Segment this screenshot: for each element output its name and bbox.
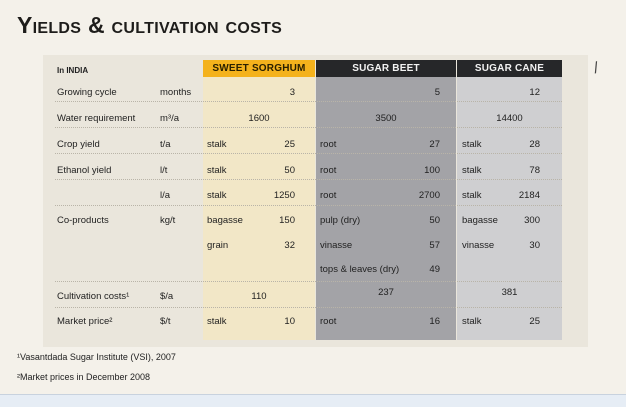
value-cane-growing-cycle: 12 [529, 87, 540, 98]
sub-sorghum-coproducts-2: grain [207, 240, 229, 251]
sub-cane-crop-yield: stalk [462, 139, 482, 150]
value-beet-water: 3500 [375, 113, 397, 124]
row-label-coproducts: Co-products [57, 215, 109, 226]
sub-cane-coproducts: bagasse [462, 215, 498, 226]
region-label: In INDIA [57, 66, 89, 75]
value-sorghum-ethanol-per-area: 1250 [273, 190, 295, 201]
sub-beet-ethanol-yield: root [320, 165, 337, 176]
value-beet-coproducts: 50 [429, 215, 440, 226]
row-divider [55, 307, 562, 308]
value-beet-crop-yield: 27 [429, 139, 440, 150]
value-beet-ethanol-per-area: 2700 [418, 190, 440, 201]
value-cane-ethanol-per-area: 2184 [518, 190, 540, 201]
sub-sorghum-crop-yield: stalk [207, 139, 227, 150]
value-sorghum-growing-cycle: 3 [289, 87, 295, 98]
row-label-crop-yield: Crop yield [57, 139, 100, 150]
sub-beet-crop-yield: root [320, 139, 337, 150]
value-sorghum-water: 1600 [248, 113, 270, 124]
value-sorghum-coproducts-2: 32 [284, 240, 295, 251]
sub-sorghum-ethanol-per-area: stalk [207, 190, 227, 201]
value-beet-cultivation: 237 [378, 287, 394, 298]
value-cane-coproducts-2: 30 [529, 240, 540, 251]
sweet-sorghum-column [203, 76, 315, 340]
row-divider [55, 127, 562, 128]
value-cane-cultivation: 381 [501, 287, 518, 298]
row-divider [55, 205, 562, 206]
sub-cane-market: stalk [462, 316, 482, 327]
value-beet-ethanol-yield: 100 [424, 165, 440, 176]
header-sugar-cane: SUGAR CANE [457, 60, 562, 77]
footnote-2: ²Market prices in December 2008 [17, 372, 151, 382]
sub-beet-coproducts-2: vinasse [320, 240, 353, 251]
unit-water: m³/a [160, 113, 179, 124]
sub-beet-market: root [320, 316, 337, 327]
row-label-market: Market price² [57, 316, 113, 327]
page-title: Yields & cultivation costs [17, 12, 283, 38]
header-sweet-sorghum: SWEET SORGHUM [203, 60, 315, 77]
value-beet-market: 16 [429, 316, 440, 327]
value-beet-coproducts-2: 57 [429, 240, 440, 251]
value-cane-crop-yield: 28 [529, 139, 540, 150]
footnote-1: ¹Vasantdada Sugar Institute (VSI), 2007 [17, 352, 176, 362]
sub-beet-ethanol-per-area: root [320, 190, 337, 201]
row-label-cultivation: Cultivation costs¹ [57, 291, 130, 302]
taskbar-strip [0, 394, 626, 407]
sub-cane-ethanol-yield: stalk [462, 165, 482, 176]
value-sorghum-ethanol-yield: 50 [284, 165, 295, 176]
sub-cane-coproducts-2: vinasse [462, 240, 495, 251]
sub-cane-ethanol-per-area: stalk [462, 190, 482, 201]
row-divider [55, 101, 562, 102]
unit-ethanol-yield: l/t [160, 165, 168, 176]
value-beet-coproducts-3: 49 [429, 264, 440, 275]
sugar-beet-column [316, 76, 456, 340]
row-label-water: Water requirement [57, 113, 136, 124]
unit-crop-yield: t/a [160, 139, 171, 150]
row-divider [55, 179, 562, 180]
pen-mark-icon: / [592, 59, 600, 78]
sub-sorghum-coproducts: bagasse [207, 215, 243, 226]
value-cane-ethanol-yield: 78 [529, 165, 540, 176]
unit-coproducts: kg/t [160, 215, 176, 226]
value-beet-growing-cycle: 5 [434, 87, 440, 98]
sub-sorghum-ethanol-yield: stalk [207, 165, 227, 176]
sugar-cane-column [457, 76, 562, 340]
unit-growing-cycle: months [160, 87, 192, 98]
value-cane-coproducts: 300 [524, 215, 540, 226]
unit-market: $/t [160, 316, 171, 327]
row-divider [55, 281, 562, 282]
unit-ethanol-per-area: l/a [160, 190, 171, 201]
sub-beet-coproducts-3: tops & leaves (dry) [320, 264, 400, 275]
row-divider [55, 153, 562, 154]
value-sorghum-market: 10 [284, 316, 295, 327]
value-sorghum-coproducts: 150 [279, 215, 295, 226]
row-label-growing-cycle: Growing cycle [57, 87, 117, 98]
header-sugar-beet: SUGAR BEET [316, 60, 456, 77]
value-cane-market: 25 [529, 316, 540, 327]
value-sorghum-crop-yield: 25 [284, 139, 295, 150]
sub-sorghum-market: stalk [207, 316, 227, 327]
unit-cultivation: $/a [160, 291, 174, 302]
row-label-ethanol-yield: Ethanol yield [57, 165, 112, 176]
value-cane-water: 14400 [496, 113, 523, 124]
value-sorghum-cultivation: 110 [251, 291, 267, 302]
sub-beet-coproducts: pulp (dry) [320, 215, 361, 226]
